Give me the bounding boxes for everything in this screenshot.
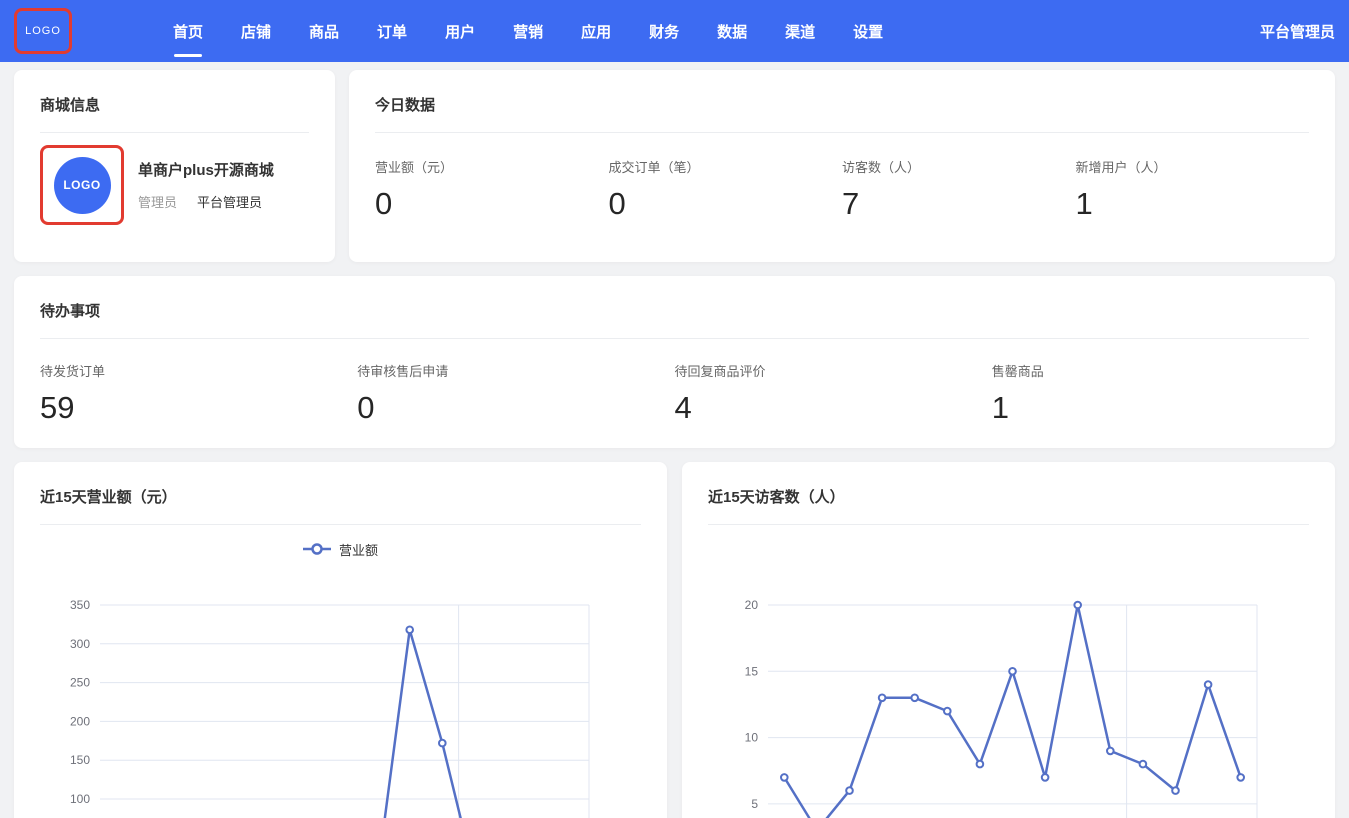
nav-item-home[interactable]: 首页	[173, 0, 203, 62]
legend-spacer	[682, 525, 1335, 573]
visitors-line-chart: 20151050	[745, 598, 1258, 818]
stat-new-users: 新增用户（人） 1	[1076, 157, 1310, 222]
stat-label: 待回复商品评价	[674, 364, 766, 379]
today-data-card: 今日数据 营业额（元） 0 成交订单（笔） 0 访客数（人） 7 新增用户（人）…	[349, 70, 1335, 262]
nav-item-apps[interactable]: 应用	[581, 23, 612, 41]
svg-text:5: 5	[751, 797, 758, 811]
svg-text:300: 300	[70, 637, 90, 651]
todo-title: 待办事项	[40, 303, 101, 320]
nav-item-users[interactable]: 用户	[445, 23, 476, 41]
stat-value: 1	[991, 390, 1009, 425]
role-label: 管理员	[138, 195, 178, 210]
stat-value: 59	[40, 390, 75, 425]
legend-revenue[interactable]: 营业额	[14, 525, 667, 573]
shop-logo-avatar[interactable]: LOGO	[53, 156, 111, 214]
nav-item-data[interactable]: 数据	[717, 23, 748, 41]
today-data-title: 今日数据	[375, 97, 436, 114]
stat-pending-aftersale[interactable]: 待审核售后申请 0	[357, 361, 674, 426]
logo[interactable]: LOGO	[14, 8, 72, 54]
stat-pending-reviews[interactable]: 待回复商品评价 4	[675, 361, 992, 426]
shop-name: 单商户plus开源商城	[138, 162, 274, 179]
divider	[40, 524, 641, 525]
svg-text:250: 250	[70, 676, 90, 690]
todo-card: 待办事项 待发货订单 59 待审核售后申请 0 待回复商品评价 4 售罄商品 1	[14, 276, 1335, 448]
divider	[40, 132, 309, 133]
stat-label: 访客数（人）	[842, 160, 921, 175]
revenue-chart-card: 近15天营业额（元） 营业额 350300250200150100500	[14, 462, 667, 818]
divider	[375, 132, 1309, 133]
nav-item-goods[interactable]: 商品	[309, 23, 340, 41]
main-nav: 首页 店铺 商品 订单 用户 营销 应用 财务 数据 渠道 设置	[173, 0, 883, 62]
revenue-chart-title: 近15天营业额（元）	[40, 489, 177, 506]
visitors-chart-title: 近15天访客数（人）	[708, 489, 845, 506]
stat-value: 1	[1075, 186, 1093, 221]
stat-label: 待审核售后申请	[357, 364, 449, 379]
stat-label: 营业额（元）	[375, 160, 454, 175]
shop-info-title: 商城信息	[40, 97, 101, 114]
svg-text:10: 10	[745, 731, 759, 745]
visitors-chart-card: 近15天访客数（人） 20151050	[682, 462, 1335, 818]
nav-item-orders[interactable]: 订单	[377, 23, 408, 41]
nav-item-settings[interactable]: 设置	[853, 23, 884, 41]
legend-label: 营业额	[338, 542, 378, 558]
divider	[708, 524, 1309, 525]
dashboard-content: 商城信息 LOGO 单商户plus开源商城 管理员 平台管理员 今日数据	[0, 62, 1349, 818]
top-nav-bar: LOGO 首页 店铺 商品 订单 用户 营销 应用 财务 数据 渠道 设置 平台…	[0, 0, 1349, 62]
stat-visitors: 访客数（人） 7	[842, 157, 1076, 222]
avatar-text: LOGO	[63, 178, 101, 192]
nav-item-finance[interactable]: 财务	[649, 23, 680, 41]
revenue-line-chart: 350300250200150100500	[70, 598, 590, 818]
stat-value: 7	[842, 186, 860, 221]
stat-pending-ship[interactable]: 待发货订单 59	[40, 361, 357, 426]
stat-label: 售罄商品	[991, 364, 1044, 379]
stat-soldout-goods[interactable]: 售罄商品 1	[992, 361, 1309, 426]
nav-item-channels[interactable]: 渠道	[785, 23, 816, 41]
svg-text:200: 200	[70, 714, 90, 728]
stat-value: 0	[357, 390, 375, 425]
stat-orders: 成交订单（笔） 0	[609, 157, 843, 222]
logo-text: LOGO	[25, 25, 61, 37]
stat-value: 0	[608, 186, 626, 221]
admin-account-menu[interactable]: 平台管理员	[1259, 23, 1335, 41]
role-value: 平台管理员	[197, 195, 263, 210]
annotation-highlight-avatar: LOGO	[40, 145, 124, 225]
svg-text:15: 15	[745, 664, 759, 678]
stat-label: 待发货订单	[40, 364, 106, 379]
shop-info-card: 商城信息 LOGO 单商户plus开源商城 管理员 平台管理员	[14, 70, 335, 262]
svg-text:100: 100	[70, 792, 90, 806]
stat-revenue: 营业额（元） 0	[375, 157, 609, 222]
stat-value: 4	[674, 390, 692, 425]
svg-text:350: 350	[70, 598, 90, 612]
nav-item-marketing[interactable]: 营销	[513, 23, 544, 41]
divider	[40, 338, 1309, 339]
legend-line-icon	[302, 543, 331, 555]
stat-value: 0	[375, 186, 393, 221]
svg-text:20: 20	[745, 598, 759, 612]
stat-label: 成交订单（笔）	[608, 160, 700, 175]
svg-text:150: 150	[70, 753, 90, 767]
stat-label: 新增用户（人）	[1075, 160, 1167, 175]
nav-item-shop[interactable]: 店铺	[241, 23, 272, 41]
